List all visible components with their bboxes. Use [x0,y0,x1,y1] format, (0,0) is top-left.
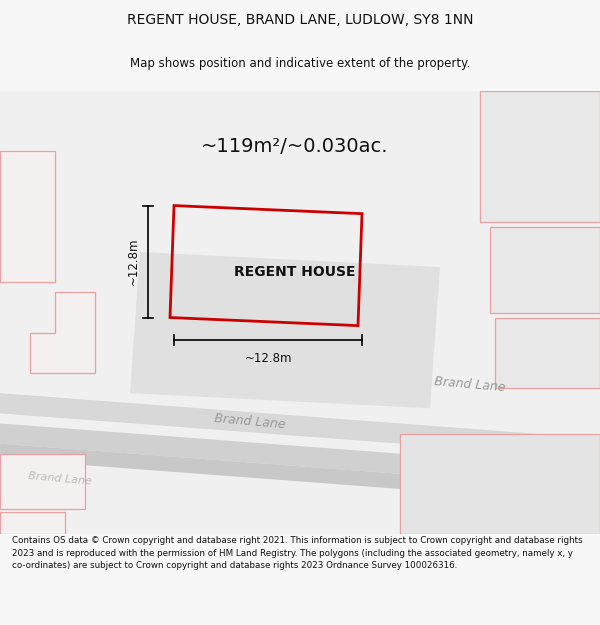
Polygon shape [400,434,600,534]
Text: ~119m²/~0.030ac.: ~119m²/~0.030ac. [201,137,389,156]
Polygon shape [495,318,600,388]
Polygon shape [0,444,600,504]
Polygon shape [480,91,600,222]
Polygon shape [0,151,55,282]
Polygon shape [0,424,600,489]
Polygon shape [0,454,85,509]
Text: Map shows position and indicative extent of the property.: Map shows position and indicative extent… [130,57,470,70]
Text: REGENT HOUSE: REGENT HOUSE [234,265,356,279]
Text: Brand Lane: Brand Lane [28,471,92,487]
Text: Brand Lane: Brand Lane [434,376,506,395]
Polygon shape [30,292,95,373]
Polygon shape [0,512,65,534]
Text: ~12.8m: ~12.8m [244,352,292,365]
Text: REGENT HOUSE, BRAND LANE, LUDLOW, SY8 1NN: REGENT HOUSE, BRAND LANE, LUDLOW, SY8 1N… [127,13,473,27]
Polygon shape [130,252,440,408]
Polygon shape [0,393,600,459]
Polygon shape [490,227,600,312]
Text: Brand Lane: Brand Lane [214,412,286,431]
Text: Contains OS data © Crown copyright and database right 2021. This information is : Contains OS data © Crown copyright and d… [12,536,583,570]
Text: ~12.8m: ~12.8m [127,238,140,286]
